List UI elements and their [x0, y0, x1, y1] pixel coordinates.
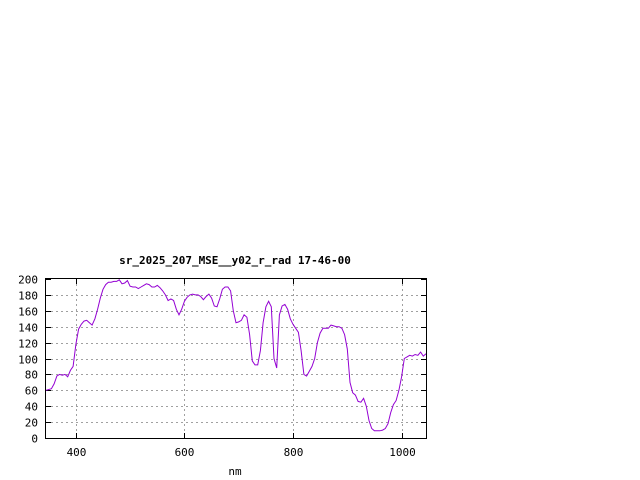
axis-ticks	[46, 279, 426, 439]
y-tick-label: 180	[18, 290, 38, 303]
grid-lines	[46, 279, 426, 438]
plot-frame	[45, 278, 427, 439]
y-tick-label: 140	[18, 322, 38, 335]
y-tick-label: 200	[18, 274, 38, 287]
x-tick-label: 800	[284, 446, 304, 459]
x-tick-label: 1000	[389, 446, 416, 459]
y-tick-label: 0	[31, 433, 38, 446]
y-tick-label: 40	[25, 401, 38, 414]
y-tick-label: 120	[18, 338, 38, 351]
y-tick-label: 80	[25, 369, 38, 382]
x-tick-label: 400	[67, 446, 87, 459]
x-tick-label: 600	[175, 446, 195, 459]
x-tick-labels: 400 600 800 1000	[67, 446, 416, 459]
y-tick-labels: 0 20 40 60 80 100 120 140 160 180 200	[18, 274, 38, 446]
y-tick-label: 60	[25, 385, 38, 398]
y-tick-label: 160	[18, 306, 38, 319]
chart-title: sr_2025_207_MSE__y02_r_rad 17-46-00	[119, 254, 351, 267]
y-tick-label: 100	[18, 354, 38, 367]
x-axis-label: nm	[228, 465, 242, 478]
y-tick-label: 20	[25, 417, 38, 430]
series-line	[45, 279, 427, 432]
